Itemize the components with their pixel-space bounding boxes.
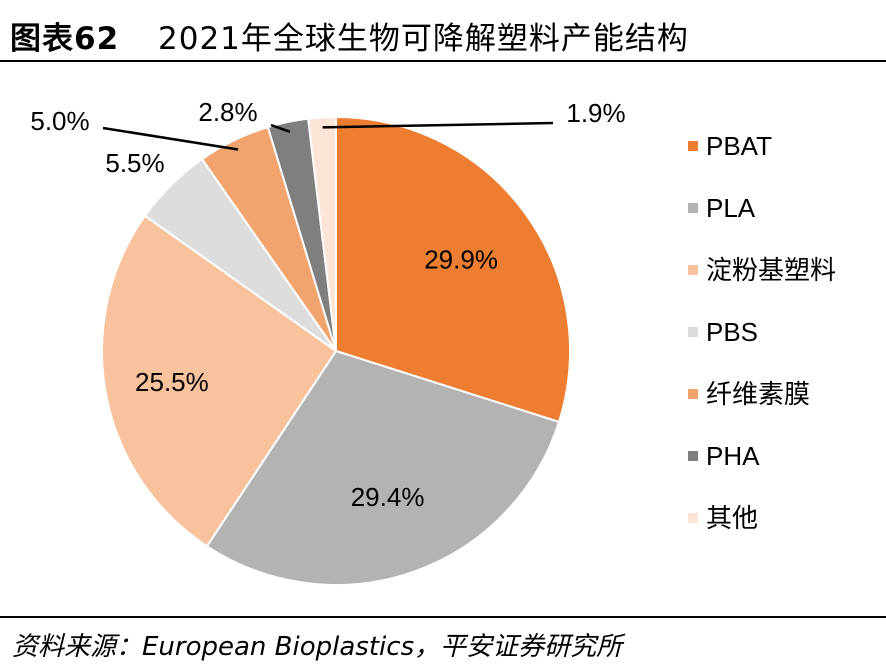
leader-lines (102, 121, 554, 151)
legend-swatch-pla (688, 203, 698, 213)
data-labels: 29.9% 29.4% 25.5% 5.5% 5.0% 2.8% 1.9% (30, 97, 625, 512)
legend-swatch-pbat (688, 141, 698, 151)
legend-label-pbs: PBS (706, 317, 758, 347)
legend-swatch-pbs (688, 327, 698, 337)
legend-label-pbat: PBAT (706, 131, 772, 161)
legend-label-series-7: 其他 (706, 503, 758, 533)
data-label-series-5: 5.0% (30, 106, 89, 136)
pie-slice-series-3 (101, 214, 338, 548)
pie-slice-pbat (335, 115, 571, 424)
data-label-pbs: 5.5% (105, 148, 164, 178)
chart-title: 2021年全球生物可降解塑料产能结构 (158, 21, 689, 57)
source-bar: 资料来源：European Bioplastics，平安证券研究所 (0, 616, 886, 666)
leader-line-series-5 (102, 126, 239, 151)
title-bar: 图表62 2021年全球生物可降解塑料产能结构 (0, 0, 886, 62)
data-label-pla: 29.4% (351, 482, 425, 512)
leader-line-series-7 (322, 121, 554, 129)
legend-label-series-5: 纤维素膜 (706, 379, 810, 409)
pie-slice-series-7 (307, 115, 337, 352)
legend-swatch-series-5 (688, 389, 698, 399)
legend-swatch-pha (688, 451, 698, 461)
data-label-pha: 2.8% (198, 97, 257, 127)
legend-label-pla: PLA (706, 193, 756, 223)
legend-label-pha: PHA (706, 441, 760, 471)
pie-slice-pla (205, 349, 561, 586)
figure-label: 图表62 (10, 21, 120, 57)
leader-line-pha (270, 123, 291, 133)
source-note: 资料来源：European Bioplastics，平安证券研究所 (12, 632, 623, 662)
data-label-series-7: 1.9% (566, 98, 625, 128)
legend-label-series-3: 淀粉基塑料 (706, 255, 836, 285)
data-label-pbat: 29.9% (424, 245, 498, 275)
legend-swatch-series-7 (688, 513, 698, 523)
legend-swatch-series-3 (688, 265, 698, 275)
data-label-series-3: 25.5% (135, 367, 209, 397)
pie-chart: 29.9% 29.4% 25.5% 5.5% 5.0% 2.8% 1.9% PBAT PLA 淀… (30, 97, 836, 586)
legend: PBAT PLA 淀粉基塑料 PBS 纤维素膜 PHA 其他 (688, 131, 836, 533)
pie-slices (101, 115, 571, 586)
